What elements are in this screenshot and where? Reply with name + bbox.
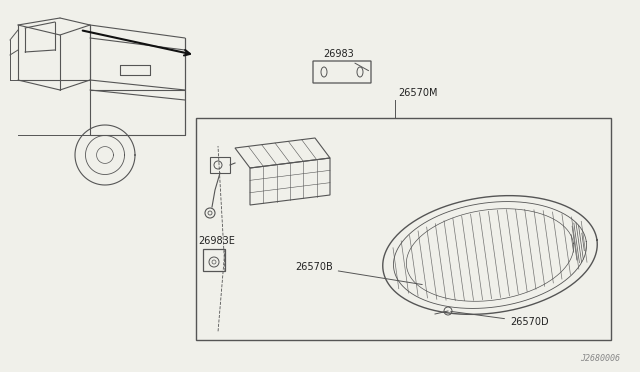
Bar (210, 157, 230, 173)
Bar (196, 118, 611, 340)
Text: 26570D: 26570D (451, 311, 548, 327)
Text: 26983E: 26983E (198, 236, 235, 246)
Text: 26983: 26983 (323, 49, 369, 71)
Text: 26570M: 26570M (398, 88, 438, 98)
Bar (203, 249, 225, 271)
Text: 26570B: 26570B (295, 262, 422, 285)
Text: J2680006: J2680006 (580, 354, 620, 363)
